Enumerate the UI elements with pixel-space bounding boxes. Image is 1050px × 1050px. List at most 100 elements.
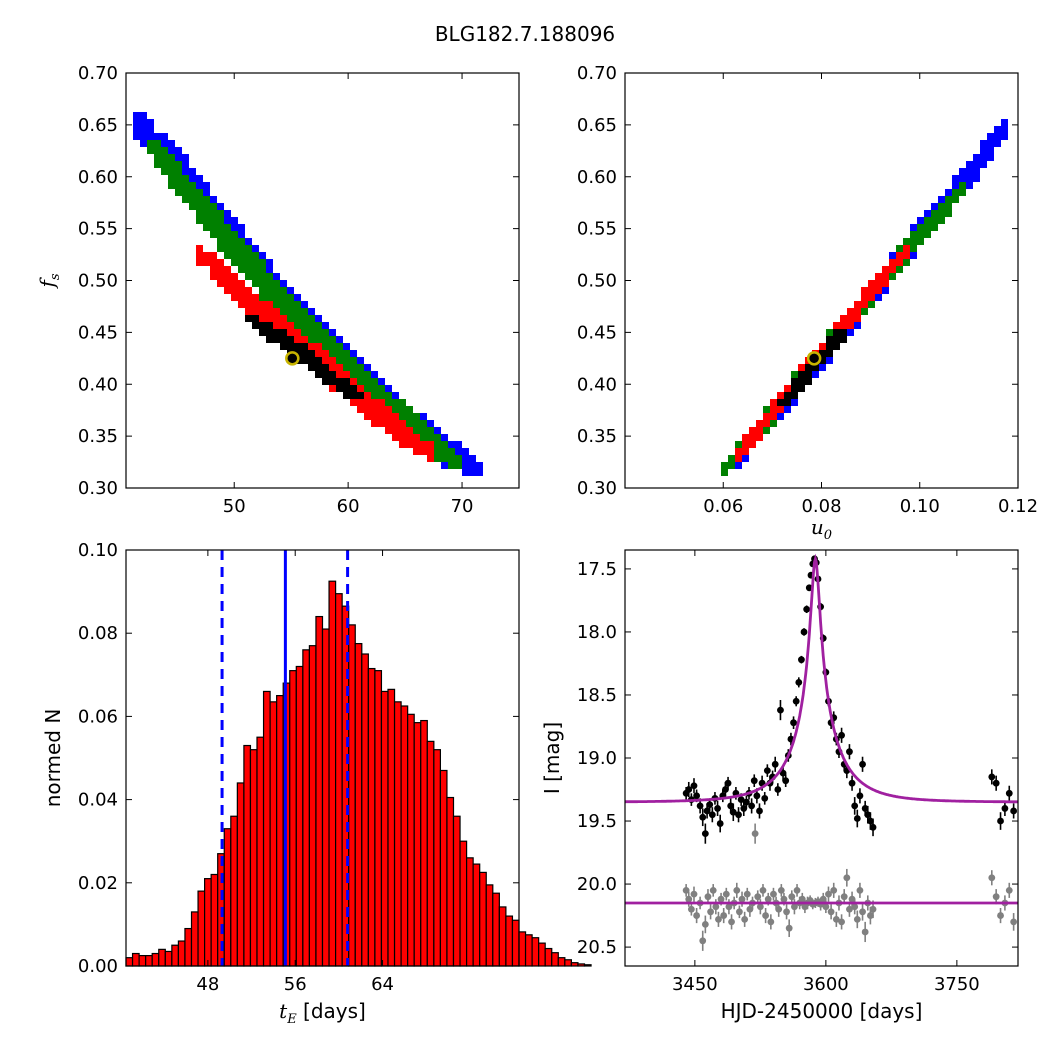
- heatmap-cell: [392, 413, 399, 420]
- histogram-bar: [479, 871, 487, 967]
- data-point: [869, 823, 877, 831]
- data-point: [741, 915, 749, 923]
- heatmap-cell: [896, 259, 903, 266]
- heatmap-cell: [385, 413, 392, 420]
- heatmap-cell: [301, 329, 308, 336]
- heatmap-cell: [427, 455, 434, 462]
- histogram-bar: [524, 934, 533, 967]
- heatmap-cell: [336, 385, 343, 392]
- histogram-bar: [302, 649, 311, 967]
- heatmap-cell: [140, 112, 147, 119]
- heatmap-cell: [287, 294, 294, 301]
- heatmap-cell: [259, 273, 266, 280]
- data-point: [727, 802, 735, 810]
- histogram-bar: [243, 744, 252, 967]
- heatmap-cell: [315, 357, 322, 364]
- heatmap-cell: [294, 322, 301, 329]
- heatmap-cell: [252, 259, 259, 266]
- heatmap-cell: [280, 308, 287, 315]
- data-point: [685, 895, 693, 903]
- heatmap-cell: [406, 413, 413, 420]
- heatmap-cell: [952, 182, 959, 189]
- heatmap-cell: [273, 329, 280, 336]
- heatmap-cell: [826, 357, 833, 364]
- heatmap-cell: [175, 168, 182, 175]
- x-axis-label: tE [days]: [279, 999, 366, 1027]
- y-tick-label: 0.00: [78, 956, 118, 977]
- heatmap-cell: [441, 455, 448, 462]
- data-point: [767, 918, 775, 926]
- heatmap-cell: [315, 336, 322, 343]
- heatmap-cell: [749, 427, 756, 434]
- heatmap-cell: [315, 315, 322, 322]
- heatmap-cell: [210, 252, 217, 259]
- heatmap-cell: [266, 273, 273, 280]
- heatmap-cell: [980, 147, 987, 154]
- heatmap-cell: [371, 406, 378, 413]
- heatmap-cell: [413, 434, 420, 441]
- data-point: [754, 893, 762, 901]
- figure-title: BLG182.7.188096: [434, 22, 616, 46]
- heatmap-cell: [175, 147, 182, 154]
- heatmap-cell: [343, 385, 350, 392]
- heatmap-cell: [364, 392, 371, 399]
- heatmap-cell: [231, 280, 238, 287]
- data-point: [729, 808, 737, 816]
- x-tick-label: 0.10: [900, 496, 940, 517]
- heatmap-cell: [147, 119, 154, 126]
- y-axis-label: normed N: [41, 709, 65, 808]
- heatmap-cell: [301, 322, 308, 329]
- heatmap-cell: [133, 126, 140, 133]
- heatmap-cell: [742, 455, 749, 462]
- heatmap-cell: [973, 161, 980, 168]
- heatmap-cell: [175, 175, 182, 182]
- heatmap-cell: [182, 175, 189, 182]
- heatmap-cell: [224, 273, 231, 280]
- heatmap-cell: [217, 210, 224, 217]
- heatmap-cell: [910, 238, 917, 245]
- heatmap-cell: [476, 462, 483, 469]
- heatmap-cell: [259, 259, 266, 266]
- heatmap-cell: [294, 294, 301, 301]
- heatmap-cell: [210, 273, 217, 280]
- heatmap-cell: [308, 329, 315, 336]
- heatmap-cell: [854, 308, 861, 315]
- heatmap-cell: [938, 196, 945, 203]
- heatmap-cell: [252, 245, 259, 252]
- heatmap-cell: [196, 259, 203, 266]
- heatmap-cell: [322, 343, 329, 350]
- heatmap-cell: [777, 413, 784, 420]
- heatmap-cell: [742, 441, 749, 448]
- heatmap-cell: [938, 210, 945, 217]
- heatmap-cell: [413, 420, 420, 427]
- heatmap-cell: [350, 385, 357, 392]
- heatmap-cell: [196, 189, 203, 196]
- heatmap-cell: [329, 364, 336, 371]
- heatmap-cell: [259, 287, 266, 294]
- heatmap-cell: [413, 427, 420, 434]
- histogram-bar: [171, 944, 180, 967]
- heatmap-cell: [420, 434, 427, 441]
- heatmap-cell: [924, 231, 931, 238]
- heatmap-cell: [406, 406, 413, 413]
- heatmap-cell: [826, 350, 833, 357]
- heatmap-cell: [245, 315, 252, 322]
- histogram-bar: [380, 690, 389, 967]
- data-point: [803, 605, 811, 613]
- heatmap-cell: [840, 336, 847, 343]
- heatmap-cell: [441, 462, 448, 469]
- heatmap-cell: [196, 175, 203, 182]
- y-axis-label: fs: [35, 273, 63, 289]
- data-point: [704, 893, 712, 901]
- heatmap-cell: [840, 329, 847, 336]
- histogram-bar: [466, 857, 474, 967]
- heatmap-cell: [266, 259, 273, 266]
- heatmap-cell: [308, 315, 315, 322]
- data-point: [859, 760, 866, 768]
- heatmap-cell: [266, 266, 273, 273]
- heatmap-cell: [378, 406, 385, 413]
- heatmap-cell: [777, 392, 784, 399]
- heatmap-cell: [420, 441, 427, 448]
- histogram-bar: [492, 892, 500, 967]
- contour-red: [196, 245, 434, 462]
